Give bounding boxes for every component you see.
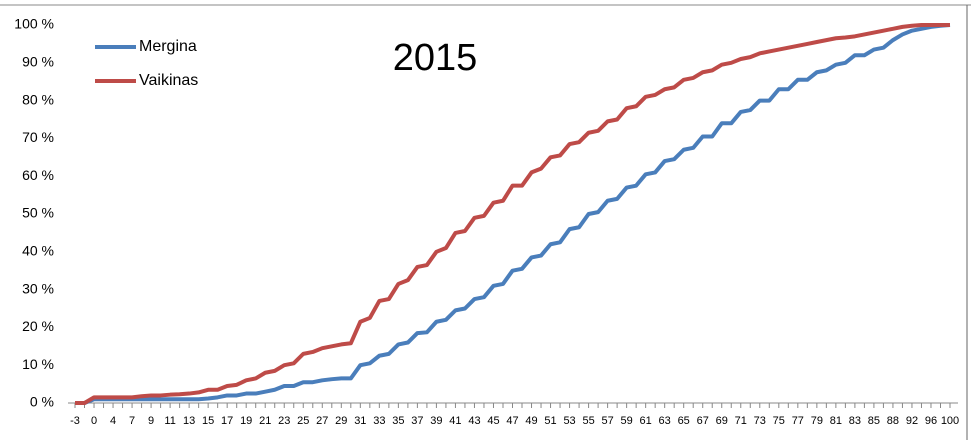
y-tick-label: 20 %: [22, 318, 54, 334]
legend-label: Mergina: [139, 38, 197, 55]
line-series: [75, 23, 950, 405]
x-tick-label: 100: [941, 415, 959, 427]
x-tick-label: 13: [183, 415, 195, 427]
x-tick-label: 47: [506, 415, 518, 427]
y-tick-label: 90 %: [22, 54, 54, 70]
x-tick-label: 83: [849, 415, 861, 427]
x-tick-label: 71: [735, 415, 747, 427]
x-tick-label: 11: [164, 415, 175, 427]
x-tick-label: 69: [716, 415, 728, 427]
x-tick-label: 7: [129, 415, 135, 427]
x-tick-label: 61: [640, 415, 652, 427]
x-tick-label: 17: [221, 415, 233, 427]
x-tick-label: 55: [582, 415, 594, 427]
line-series: [75, 23, 951, 405]
x-tick-label: 25: [297, 415, 309, 427]
x-tick-label: 0: [91, 415, 97, 427]
x-tick-label: 65: [678, 415, 690, 427]
x-tick-label: 49: [525, 415, 537, 427]
x-tick-label: 27: [316, 415, 328, 427]
x-tick-label: 21: [259, 415, 271, 427]
x-tick-label: -3: [70, 415, 80, 427]
x-tick-label: 4: [110, 415, 116, 427]
x-tick-label: 33: [373, 415, 385, 427]
x-tick-label: 31: [354, 415, 366, 427]
legend-label: Vaikinas: [139, 72, 198, 89]
y-tick-label: 70 %: [22, 129, 54, 145]
x-tick-label: 23: [278, 415, 290, 427]
x-tick-label: 19: [240, 415, 252, 427]
chart-title: 2015: [393, 37, 478, 79]
x-tick-label: 57: [601, 415, 613, 427]
x-tick-label: 96: [925, 415, 937, 427]
x-tick-label: 79: [811, 415, 823, 427]
x-tick-label: 39: [430, 415, 442, 427]
x-tick-label: 45: [487, 415, 499, 427]
x-tick-label: 63: [659, 415, 671, 427]
x-tick-label: 51: [544, 415, 556, 427]
x-tick-label: 92: [906, 415, 918, 427]
y-tick-label: 0 %: [30, 394, 54, 410]
y-tick-label: 10 %: [22, 356, 54, 372]
y-tick-label: 100 %: [14, 16, 54, 32]
x-tick-label: 37: [411, 415, 423, 427]
x-tick-label: 67: [697, 415, 709, 427]
y-tick-label: 50 %: [22, 205, 54, 221]
x-tick-label: 9: [148, 415, 154, 427]
y-tick-label: 30 %: [22, 280, 54, 296]
x-tick-label: 85: [868, 415, 880, 427]
x-tick-label: 43: [468, 415, 480, 427]
x-tick-label: 81: [830, 415, 842, 427]
y-tick-label: 40 %: [22, 243, 54, 259]
x-tick-label: 53: [563, 415, 575, 427]
x-tick-label: 41: [449, 415, 461, 427]
x-tick-label: 73: [754, 415, 766, 427]
x-tick-label: 77: [792, 415, 804, 427]
x-tick-label: 35: [392, 415, 404, 427]
x-tick-label: 75: [773, 415, 785, 427]
y-tick-label: 60 %: [22, 167, 54, 183]
x-tick-label: 88: [887, 415, 899, 427]
x-tick-label: 29: [335, 415, 347, 427]
x-tick-label: 15: [202, 415, 214, 427]
x-tick-label: 59: [621, 415, 633, 427]
y-tick-label: 80 %: [22, 91, 54, 107]
